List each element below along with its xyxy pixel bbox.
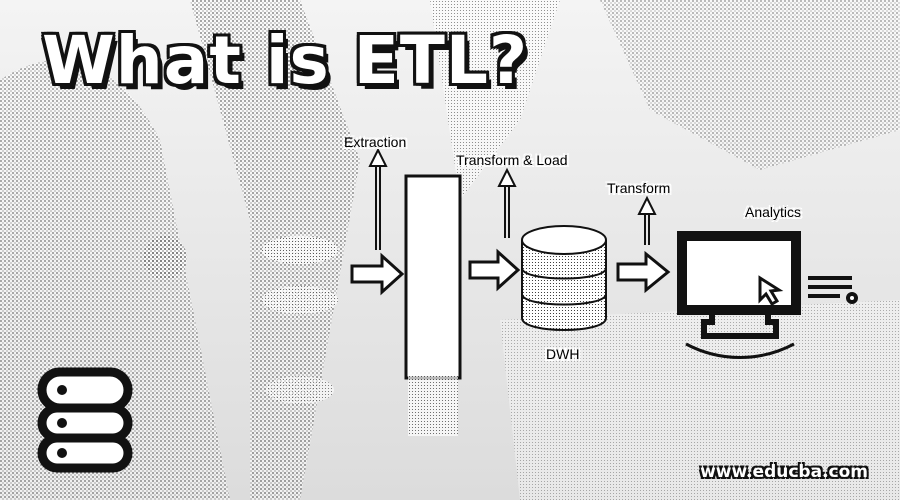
website-url: www.educba.com — [700, 462, 868, 482]
transform-load-label: Transform & Load — [456, 152, 568, 168]
right-arrow-icon — [350, 252, 405, 296]
analytics-label: Analytics — [745, 204, 802, 220]
report-lines-icon — [808, 276, 858, 304]
staging-column — [404, 174, 462, 436]
extraction-up-arrow — [368, 147, 388, 250]
page-title: What is ETL? — [42, 22, 529, 99]
analytics-monitor-icon — [677, 231, 801, 359]
right-arrow-icon — [616, 250, 671, 294]
transform-up-arrow — [637, 195, 657, 245]
transform-label: Transform — [607, 180, 671, 196]
right-arrow-icon — [468, 248, 521, 292]
dwh-database-icon — [521, 225, 607, 331]
dwh-label: DWH — [546, 346, 580, 362]
transform-load-up-arrow — [497, 167, 517, 238]
extraction-label: Extraction — [344, 134, 407, 150]
database-icon — [37, 367, 133, 473]
